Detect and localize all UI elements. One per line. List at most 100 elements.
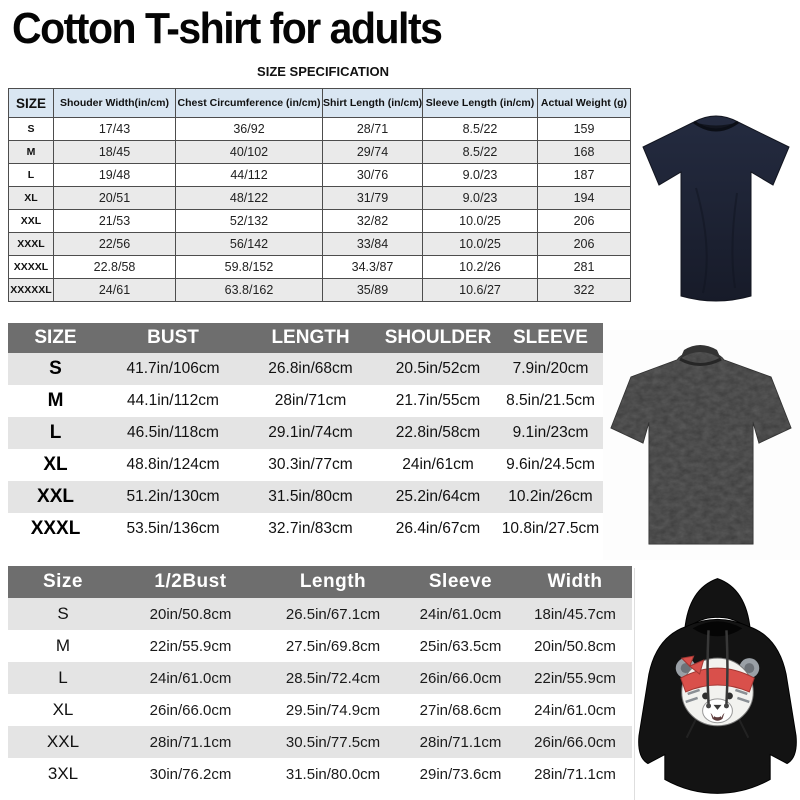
column-header: Chest Circumference (in/cm) — [175, 88, 323, 118]
value-cell: 21.7in/55cm — [395, 392, 481, 409]
value-cell: 53.5in/136cm — [126, 520, 220, 537]
oversized-tshirt-size-table: SIZE BUST LENGTH SHOULDER SLEEVE S 41.7in/106c… — [8, 323, 603, 545]
value-cell: 28in/71.1cm — [118, 726, 263, 758]
value-cell: 10.2/26 — [422, 255, 538, 279]
value-cell: 32/82 — [322, 209, 423, 233]
size-cell: XXL — [8, 209, 54, 233]
classic-tshirt-illustration — [642, 115, 790, 302]
size-cell: L — [8, 662, 118, 694]
value-cell: 28/71 — [322, 117, 423, 141]
value-cell: 26.5in/67.1cm — [263, 598, 403, 630]
value-cell: 56/142 — [175, 232, 323, 256]
oversized-tshirt-illustration — [610, 345, 792, 545]
size-cell: XXXL — [8, 232, 54, 256]
value-cell: 26.4in/67cm — [395, 520, 481, 537]
value-cell: 26in/66.0cm — [518, 726, 632, 758]
value-cell: 48/122 — [175, 186, 323, 210]
value-cell: 30/76 — [322, 163, 423, 187]
table-row: L 46.5in/118cm 29.1in/74cm 22.8in/58cm 9.1in… — [8, 417, 603, 449]
value-cell: 59.8/152 — [175, 255, 323, 279]
column-header: LENGTH — [243, 323, 378, 353]
value-cell: 30in/76.2cm — [149, 765, 232, 783]
table-row: S 41.7in/106cm 26.8in/68cm 20.5in/52cm 7.9in… — [8, 353, 603, 385]
value-cell: 7.9in/20cm — [498, 353, 603, 385]
value-cell: 25.2in/64cm — [378, 481, 498, 513]
value-cell: 10.2in/26cm — [498, 481, 603, 513]
column-header: Width — [518, 566, 632, 598]
table-row: XL 26in/66.0cm 29.5in/74.9cm 27in/68.6cm 24i… — [8, 694, 632, 726]
value-cell: 281 — [537, 255, 631, 279]
column-header: Shouder Width(in/cm) — [53, 88, 176, 118]
value-cell: 8.5/22 — [422, 140, 538, 164]
value-cell: 25in/63.5cm — [419, 637, 502, 655]
value-cell: 24in/61.0cm — [403, 598, 518, 630]
column-header: SHOULDER — [378, 323, 498, 353]
value-cell: 187 — [537, 163, 631, 187]
value-cell: 20/51 — [53, 186, 176, 210]
tiger-graphic — [675, 655, 760, 727]
value-cell: 28in/71.1cm — [403, 726, 518, 758]
table-row: S 17/43 36/92 28/71 8.5/22 159 — [8, 117, 631, 141]
table-row: XXL 21/53 52/132 32/82 10.0/25 206 — [8, 209, 631, 233]
table-row: XXXXXL 24/61 63.8/162 35/89 10.6/27 322 — [8, 278, 631, 302]
value-cell: 24in/61cm — [402, 456, 474, 473]
value-cell: 20in/50.8cm — [534, 637, 616, 655]
value-cell: 10.0/25 — [422, 232, 538, 256]
size-cell: XL — [52, 700, 74, 719]
value-cell: 29.5in/74.9cm — [285, 701, 381, 719]
value-cell: 27in/68.6cm — [419, 701, 502, 719]
value-cell: 21/53 — [53, 209, 176, 233]
value-cell: 20in/50.8cm — [118, 598, 263, 630]
size-cell: S — [8, 598, 118, 630]
value-cell: 51.2in/130cm — [103, 481, 243, 513]
value-cell: 9.0/23 — [422, 163, 538, 187]
value-cell: 322 — [537, 278, 631, 302]
value-cell: 206 — [537, 209, 631, 233]
table-row: M 44.1in/112cm 28in/71cm 21.7in/55cm 8.5in/2… — [8, 385, 603, 417]
value-cell: 159 — [537, 117, 631, 141]
value-cell: 30.3in/77cm — [268, 456, 353, 473]
column-header: Sleeve Length (in/cm) — [422, 88, 538, 118]
value-cell: 46.5in/118cm — [103, 417, 243, 449]
value-cell: 26in/66.0cm — [403, 662, 518, 694]
value-cell: 27.5in/69.8cm — [285, 637, 381, 655]
value-cell: 24/61 — [53, 278, 176, 302]
column-header: Length — [263, 566, 403, 598]
value-cell: 41.7in/106cm — [103, 353, 243, 385]
table-row: XL 20/51 48/122 31/79 9.0/23 194 — [8, 186, 631, 210]
value-cell: 206 — [537, 232, 631, 256]
value-cell: 18/45 — [53, 140, 176, 164]
value-cell: 168 — [537, 140, 631, 164]
hoodie-size-table: Size 1/2Bust Length Sleeve Width S 20in/50.8cm… — [8, 566, 632, 790]
value-cell: 22/56 — [53, 232, 176, 256]
size-cell: M — [47, 390, 64, 411]
table-row: XL 48.8in/124cm 30.3in/77cm 24in/61cm 9.6in/… — [8, 449, 603, 481]
value-cell: 26.8in/68cm — [243, 353, 378, 385]
value-cell: 31.5in/80cm — [243, 481, 378, 513]
classic-tshirt-size-table: SIZE Shouder Width(in/cm) Chest Circumfere… — [8, 88, 631, 302]
size-cell: L — [8, 163, 54, 187]
hoodie-illustration — [638, 578, 797, 794]
value-cell: 63.8/162 — [175, 278, 323, 302]
value-cell: 9.0/23 — [422, 186, 538, 210]
classic-tshirt-photo — [633, 98, 800, 320]
value-cell: 35/89 — [322, 278, 423, 302]
value-cell: 31/79 — [322, 186, 423, 210]
size-cell: XXXXL — [8, 255, 54, 279]
value-cell: 8.5/22 — [422, 117, 538, 141]
value-cell: 24in/61.0cm — [534, 701, 616, 719]
column-header: SIZE — [8, 88, 54, 118]
table-row: XXXXL 22.8/58 59.8/152 34.3/87 10.2/26 281 — [8, 255, 631, 279]
column-header: BUST — [103, 323, 243, 353]
size-cell: L — [8, 417, 103, 449]
value-cell: 22.8in/58cm — [378, 417, 498, 449]
column-header: Sleeve — [403, 566, 518, 598]
value-cell: 44/112 — [175, 163, 323, 187]
value-cell: 9.1in/23cm — [498, 417, 603, 449]
size-cell: M — [55, 636, 71, 655]
table-row: XXXL 22/56 56/142 33/84 10.0/25 206 — [8, 232, 631, 256]
page-title: Cotton T-shirt for adults — [12, 4, 443, 53]
value-cell: 36/92 — [175, 117, 323, 141]
table-row: L 24in/61.0cm 28.5in/72.4cm 26in/66.0cm 22in… — [8, 662, 632, 694]
table-row: S 20in/50.8cm 26.5in/67.1cm 24in/61.0cm 18in… — [8, 598, 632, 630]
